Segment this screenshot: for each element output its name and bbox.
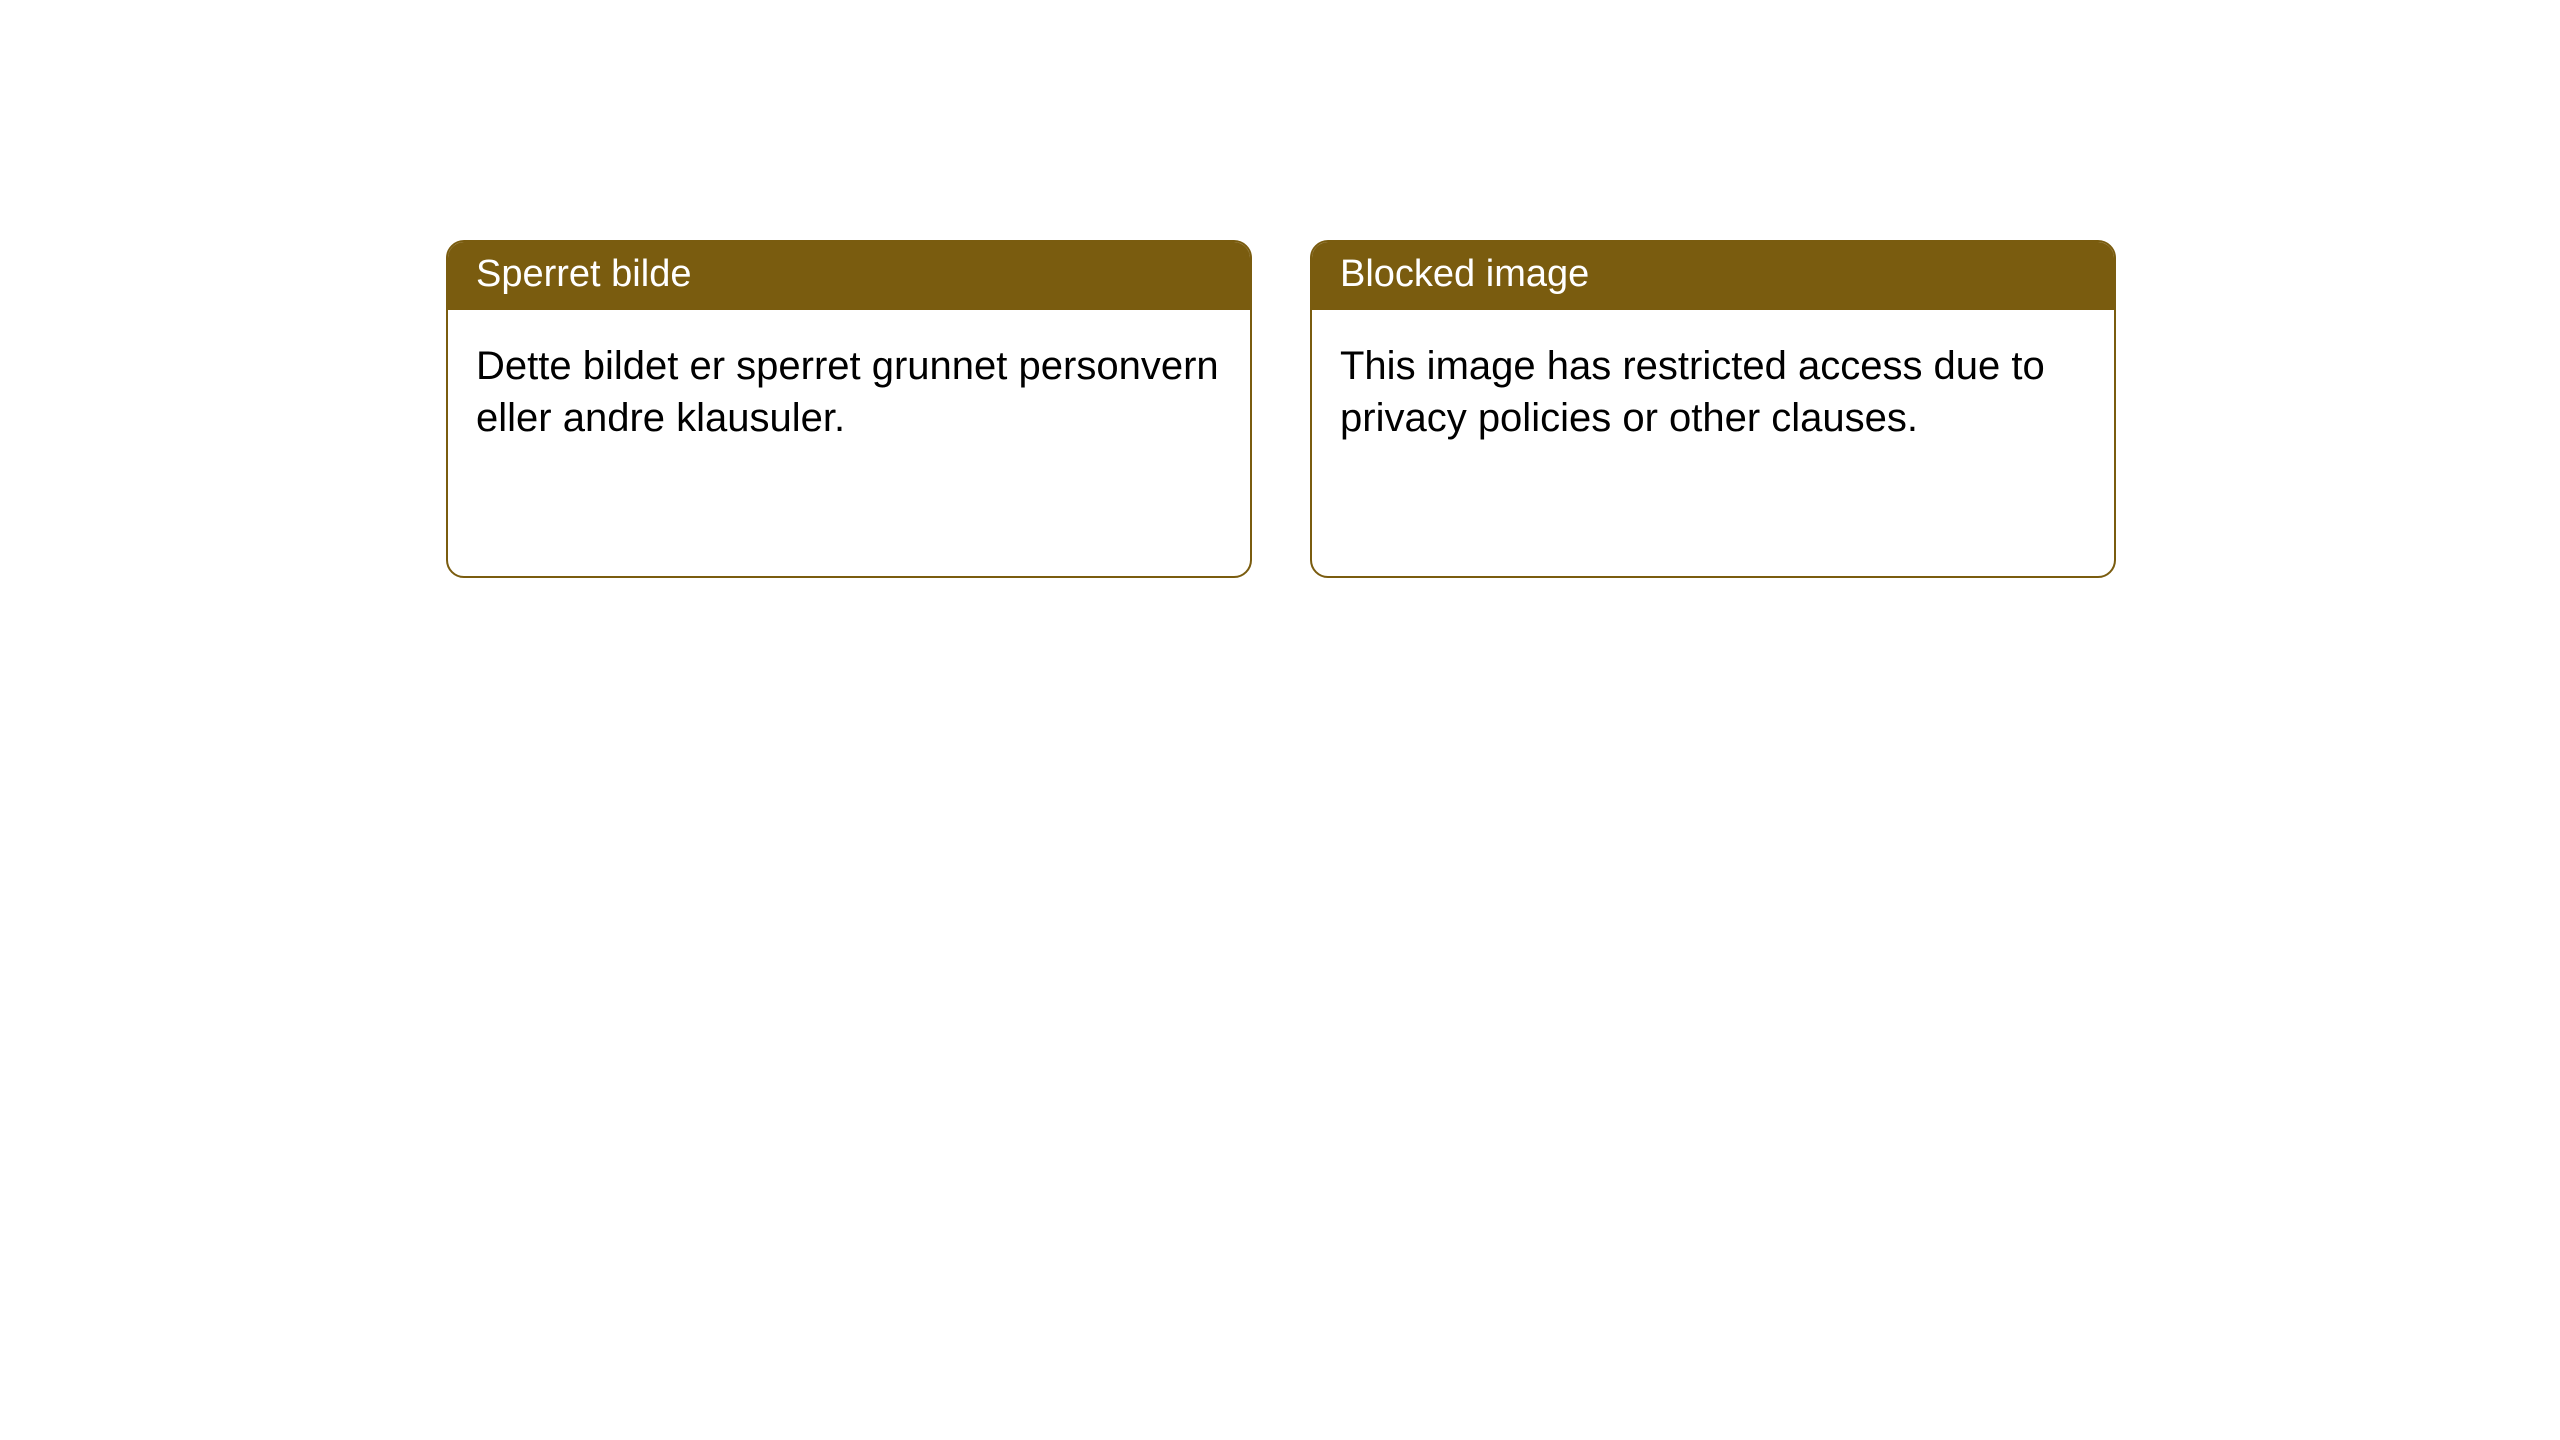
notice-cards-container: Sperret bilde Dette bildet er sperret gr… — [446, 240, 2116, 578]
notice-card-title-no: Sperret bilde — [448, 242, 1250, 310]
notice-card-en: Blocked image This image has restricted … — [1310, 240, 2116, 578]
notice-card-body-en: This image has restricted access due to … — [1312, 310, 2114, 474]
notice-card-no: Sperret bilde Dette bildet er sperret gr… — [446, 240, 1252, 578]
notice-card-title-en: Blocked image — [1312, 242, 2114, 310]
notice-card-body-no: Dette bildet er sperret grunnet personve… — [448, 310, 1250, 474]
